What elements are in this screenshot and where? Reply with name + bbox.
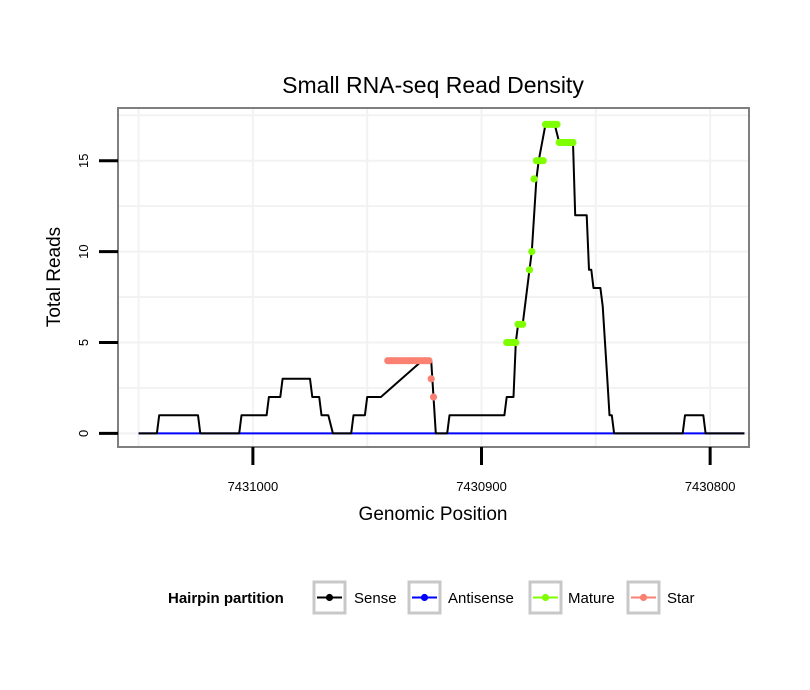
y-tick-label-5: 5 [76, 339, 91, 346]
legend-label-mature: Mature [568, 590, 615, 607]
legend-key-point [541, 593, 550, 602]
legend-key-point [325, 593, 334, 602]
legend-item-star: Star [626, 580, 695, 615]
data-point-mature [528, 248, 536, 256]
legend-label-sense: Sense [354, 590, 397, 607]
legend-key-point [639, 593, 648, 602]
legend: Hairpin partition Sense Antisense Mature St… [168, 580, 695, 615]
legend-item-mature: Mature [528, 580, 615, 615]
legend-label-star: Star [667, 590, 695, 607]
series-points-mature [503, 120, 577, 347]
y-axis-title: Total Reads [44, 227, 65, 327]
legend-label-antisense: Antisense [448, 590, 514, 607]
data-point-star [425, 357, 433, 365]
x-tick-label-7430800: 7430800 [685, 479, 736, 494]
x-tick-label-7431000: 7431000 [228, 479, 279, 494]
plot-border [117, 107, 750, 448]
x-tick-label-7430900: 7430900 [456, 479, 507, 494]
series-line-sense [138, 123, 745, 435]
data-point-mature [525, 266, 534, 274]
y-axis: 0 5 10 15 [76, 153, 118, 437]
x-axis: 7431000 7430900 7430800 [228, 447, 736, 494]
data-point-mature [569, 138, 577, 147]
legend-item-antisense: Antisense [407, 580, 514, 615]
data-point-mature [553, 120, 561, 128]
data-point-mature [539, 157, 547, 165]
data-point-star [429, 393, 438, 401]
data-point-star [427, 375, 435, 383]
chart-title: Small RNA-seq Read Density [282, 72, 584, 98]
series-layer [138, 120, 745, 435]
data-point-mature [519, 320, 527, 328]
legend-title: Hairpin partition [168, 590, 284, 607]
x-axis-title: Genomic Position [359, 504, 508, 525]
data-point-mature [530, 175, 538, 183]
legend-key-point [420, 593, 429, 602]
data-point-mature [512, 338, 520, 347]
y-tick-label-10: 10 [76, 244, 91, 258]
y-tick-label-0: 0 [76, 430, 91, 437]
y-tick-label-15: 15 [76, 153, 91, 167]
legend-item-sense: Sense [312, 580, 397, 615]
series-points-star [384, 357, 438, 401]
